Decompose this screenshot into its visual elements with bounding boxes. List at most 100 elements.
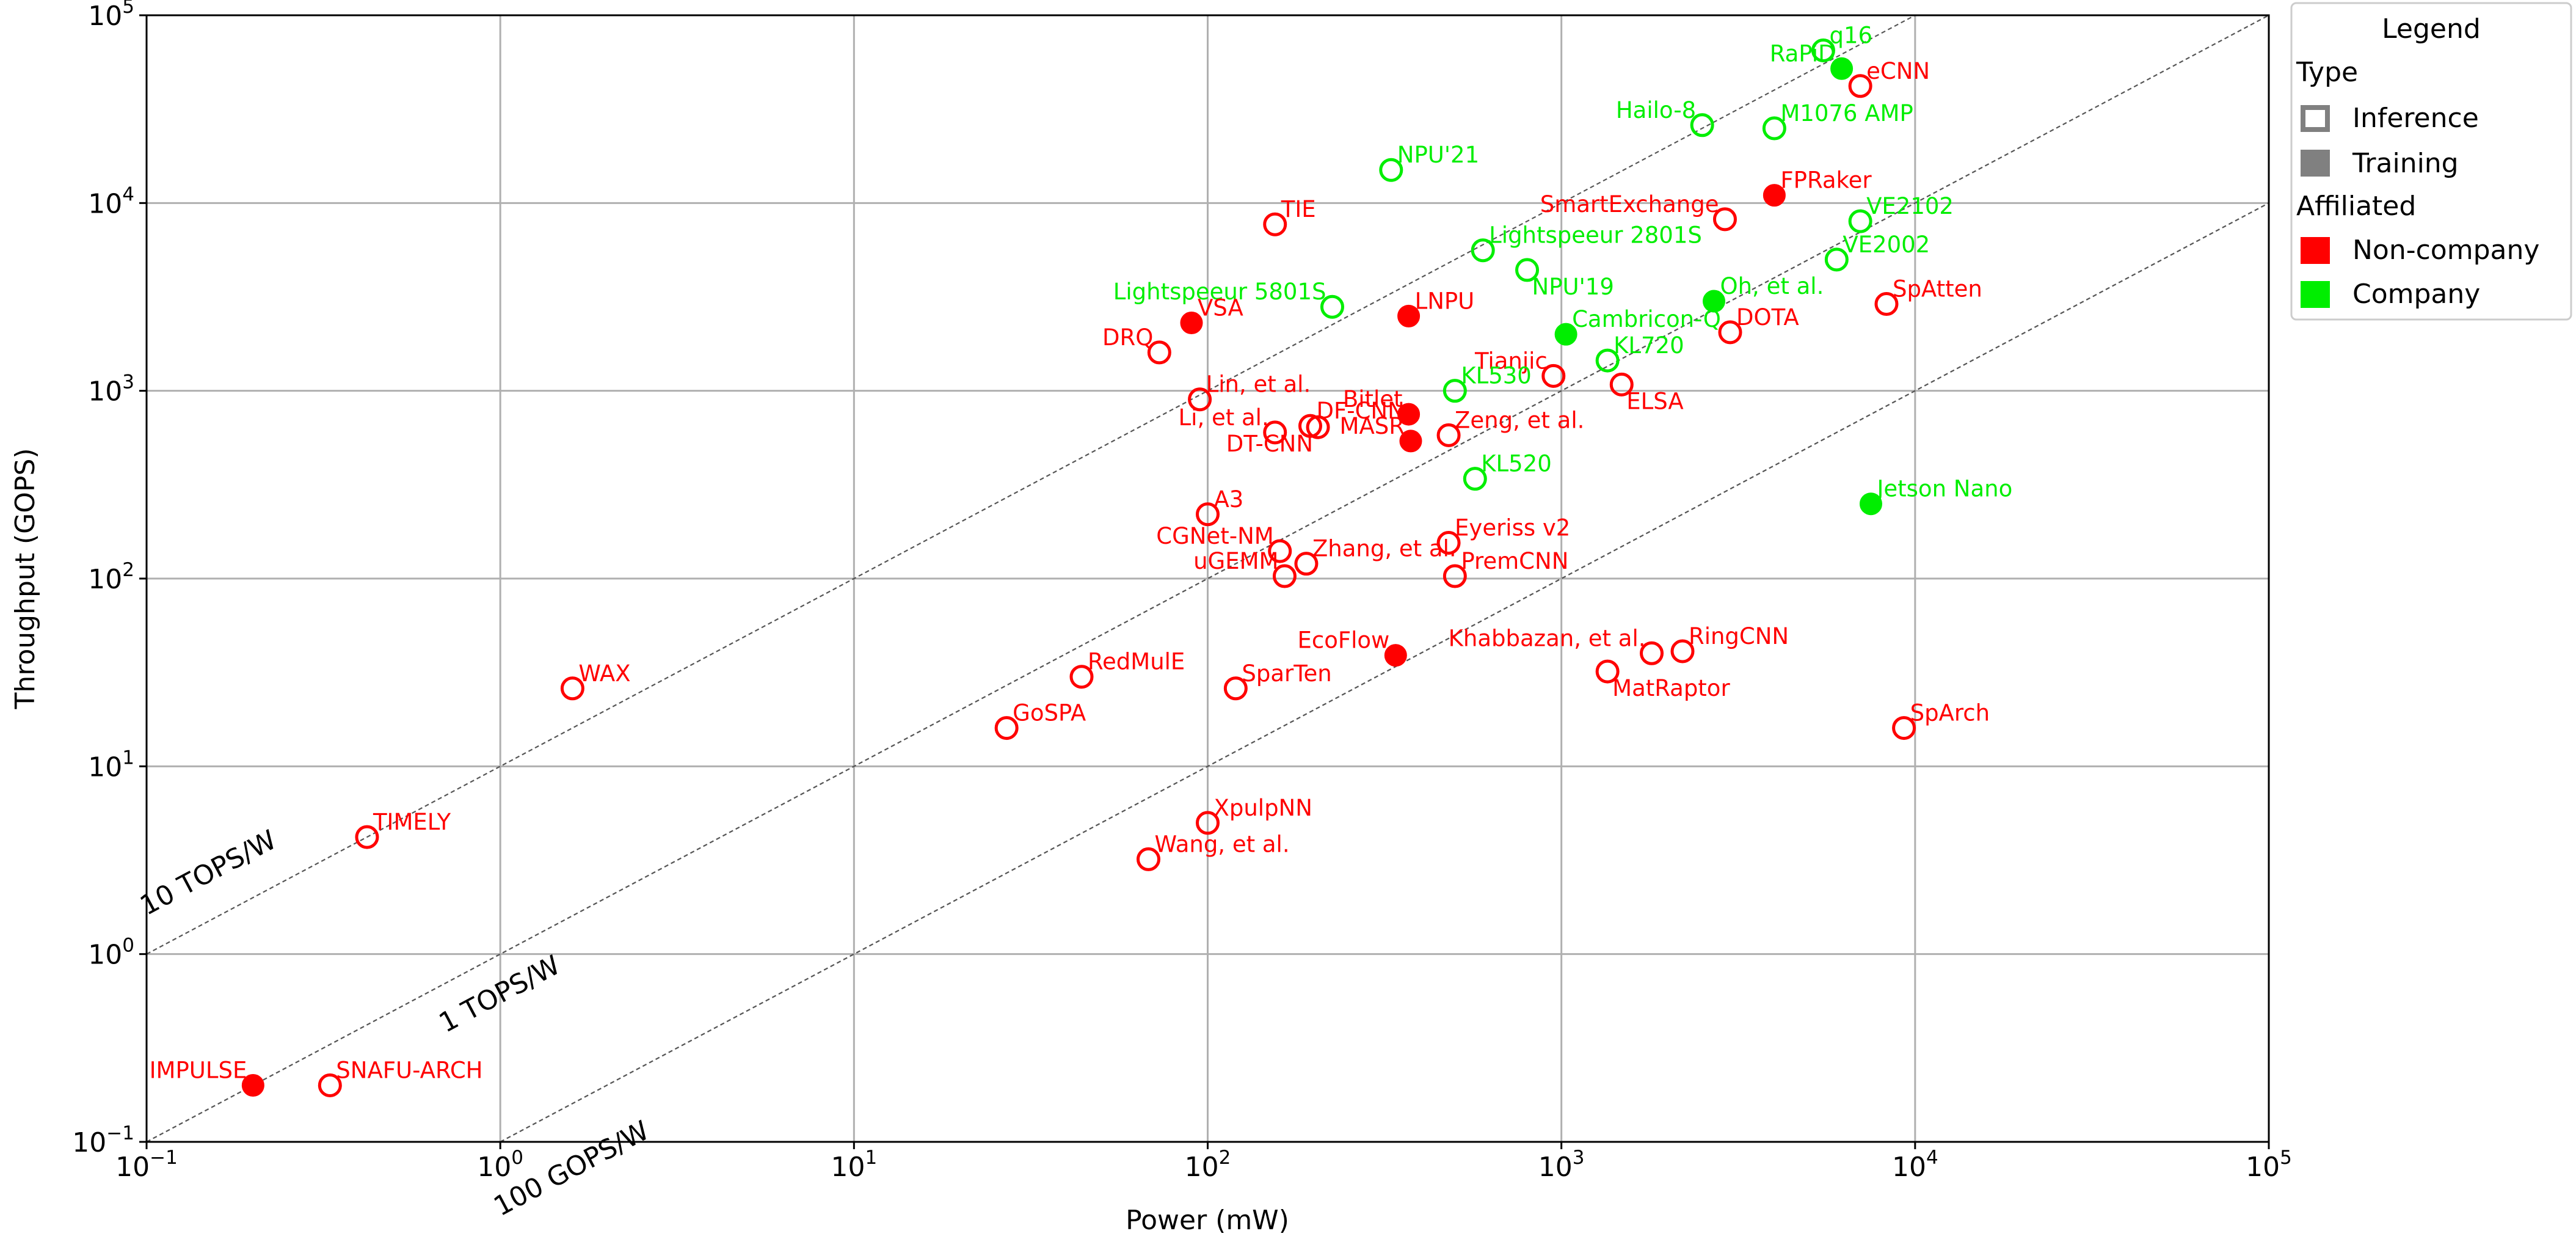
data-point	[1379, 158, 1403, 182]
data-point-label: DRQ	[1102, 324, 1153, 351]
data-point-label: ELSA	[1626, 388, 1683, 414]
data-point-label: Lin, et al.	[1206, 371, 1311, 398]
data-point-label: SpAtten	[1893, 276, 1982, 302]
data-point	[241, 1073, 264, 1097]
axis-ticks: 10−1 100 101 102 103 104 105 10−1 100 101 102 103 10…	[72, 0, 2292, 1183]
data-point	[1763, 184, 1786, 207]
y-tick-label: 105	[88, 0, 134, 32]
legend-company-swatch	[2301, 281, 2330, 308]
data-point	[1180, 311, 1203, 334]
data-point	[560, 676, 584, 701]
data-point	[1397, 304, 1421, 327]
data-point	[1848, 74, 1872, 98]
data-point	[1463, 467, 1487, 491]
data-point-label: NPU'19	[1532, 274, 1614, 300]
data-point	[318, 1073, 342, 1097]
data-point-label: Jetson Nano	[1876, 476, 2012, 502]
data-point-label: DOTA	[1736, 304, 1799, 331]
data-point-label: Hailo-8	[1616, 97, 1696, 123]
data-point	[1263, 212, 1287, 236]
data-point	[1515, 258, 1540, 282]
legend-non-company-swatch	[2301, 237, 2330, 264]
efficiency-line	[500, 202, 2269, 1142]
data-point	[1712, 207, 1737, 232]
data-point	[1196, 811, 1220, 835]
x-tick-label: 101	[831, 1147, 877, 1183]
x-tick-label: 104	[1892, 1147, 1938, 1183]
data-point	[1263, 420, 1287, 445]
data-point-label: Khabbazan, et al.	[1449, 625, 1646, 651]
data-point-label: GoSPA	[1013, 700, 1086, 726]
data-point	[1830, 57, 1854, 80]
x-tick-label: 10−1	[115, 1147, 178, 1183]
y-tick-label: 100	[88, 935, 134, 971]
y-tick-label: 104	[88, 183, 134, 219]
legend-type-header: Type	[2296, 57, 2358, 88]
data-point-label: Zeng, et al.	[1455, 407, 1584, 433]
data-point	[1762, 116, 1786, 141]
data-point	[1399, 429, 1422, 453]
data-point	[1718, 320, 1742, 345]
legend-inference-label: Inference	[2352, 103, 2479, 134]
data-point-label: Cambricon-Q	[1572, 306, 1721, 332]
data-point-label: Lightspeeur 5801S	[1113, 279, 1326, 305]
legend-training-label: Training	[2352, 148, 2459, 179]
data-point-label: NPU'21	[1397, 142, 1479, 168]
data-point	[1436, 531, 1461, 555]
data-point-label: Wang, et al.	[1154, 831, 1289, 857]
data-point	[1595, 659, 1620, 684]
x-tick-label: 100	[477, 1147, 523, 1183]
data-point-label: KL530	[1461, 363, 1532, 389]
data-point	[1859, 492, 1882, 516]
data-point-label: uGEMM	[1193, 548, 1278, 574]
data-point	[1640, 641, 1664, 665]
data-point	[1196, 502, 1220, 527]
data-point	[1848, 209, 1872, 233]
data-point-label: XpulpNN	[1214, 795, 1312, 821]
x-tick-label: 102	[1185, 1147, 1231, 1183]
data-point-label: A3	[1214, 486, 1244, 513]
data-point-label: PremCNN	[1461, 548, 1568, 574]
data-point	[1397, 403, 1421, 426]
data-point	[1811, 38, 1835, 62]
y-tick-label: 103	[88, 371, 134, 408]
data-point	[1147, 340, 1171, 365]
data-point	[1554, 323, 1577, 346]
legend-training-swatch	[2301, 150, 2330, 177]
data-point-label: M1076 AMP	[1780, 100, 1913, 126]
data-point	[1471, 238, 1495, 263]
data-point	[1595, 348, 1620, 373]
data-point-label: MASR	[1340, 413, 1405, 439]
data-point-label: Lightspeeur 2801S	[1489, 222, 1702, 249]
x-tick-label: 103	[1538, 1147, 1585, 1183]
data-point-label: WAX	[578, 660, 630, 687]
data-point-label: Eyeriss v2	[1455, 515, 1570, 541]
data-point	[1223, 676, 1248, 701]
data-point-label: VE2102	[1866, 193, 1954, 219]
data-point-label: KL720	[1614, 332, 1684, 359]
y-axis-title: Throughput (GOPS)	[10, 448, 41, 709]
data-point-label: VSA	[1198, 294, 1243, 321]
data-point	[994, 716, 1019, 740]
data-point	[1824, 247, 1849, 272]
data-point	[1069, 665, 1094, 689]
data-point	[1443, 379, 1467, 403]
data-point-label: RaPiD	[1770, 40, 1836, 67]
data-point-label: SmartExchange	[1540, 191, 1719, 217]
legend-frame	[2290, 2, 2572, 321]
data-point	[1298, 414, 1322, 438]
data-point	[1384, 644, 1407, 667]
data-point-label: DF-CNN	[1316, 398, 1404, 424]
data-point-label: Bitlet	[1343, 386, 1403, 412]
data-point-label: SpArch	[1910, 700, 1990, 726]
legend-inference-swatch	[2301, 105, 2330, 132]
data-point	[1320, 294, 1344, 319]
data-point	[355, 825, 379, 849]
x-tick-label: 105	[2246, 1147, 2292, 1183]
data-point-label: DT-CNN	[1226, 431, 1313, 457]
legend-title: Legend	[2382, 13, 2481, 45]
y-tick-label: 10−1	[72, 1122, 134, 1158]
data-point-label: IMPULSE	[150, 1057, 247, 1083]
